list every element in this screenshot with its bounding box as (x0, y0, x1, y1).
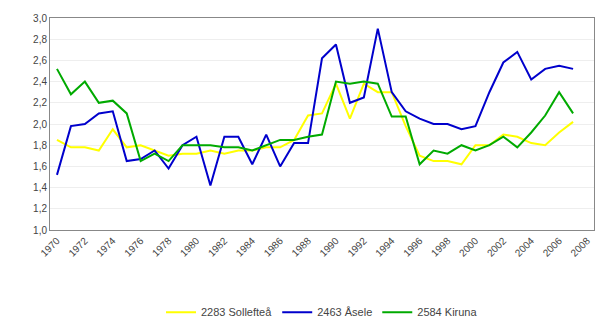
svg-text:1994: 1994 (373, 235, 397, 259)
svg-text:1,4: 1,4 (33, 182, 47, 193)
svg-text:1976: 1976 (122, 235, 146, 259)
svg-text:1988: 1988 (289, 235, 313, 259)
svg-text:2,6: 2,6 (33, 55, 47, 66)
svg-text:2008: 2008 (568, 235, 592, 259)
svg-text:2584 Kiruna: 2584 Kiruna (417, 306, 477, 318)
svg-text:3,0: 3,0 (33, 13, 47, 24)
svg-text:1,6: 1,6 (33, 161, 47, 172)
svg-text:1980: 1980 (178, 235, 202, 259)
svg-text:2,2: 2,2 (33, 97, 47, 108)
svg-text:1,0: 1,0 (33, 225, 47, 236)
svg-text:1998: 1998 (429, 235, 453, 259)
svg-text:1996: 1996 (401, 235, 425, 259)
svg-text:1992: 1992 (345, 235, 369, 259)
svg-text:2000: 2000 (457, 235, 481, 259)
svg-text:1974: 1974 (94, 235, 118, 259)
svg-text:2283 Sollefteå: 2283 Sollefteå (201, 306, 272, 318)
svg-text:1986: 1986 (262, 235, 286, 259)
svg-text:2463 Åsele: 2463 Åsele (317, 306, 372, 318)
svg-text:2004: 2004 (513, 235, 537, 259)
svg-text:1984: 1984 (234, 235, 258, 259)
svg-text:1978: 1978 (150, 235, 174, 259)
svg-text:1990: 1990 (317, 235, 341, 259)
svg-text:1,2: 1,2 (33, 203, 47, 214)
svg-text:1970: 1970 (38, 235, 62, 259)
svg-text:2,4: 2,4 (33, 76, 47, 87)
svg-text:1,8: 1,8 (33, 140, 47, 151)
svg-text:2006: 2006 (541, 235, 565, 259)
svg-text:2,8: 2,8 (33, 34, 47, 45)
svg-text:2002: 2002 (485, 235, 509, 259)
svg-text:1982: 1982 (206, 235, 230, 259)
svg-text:2,0: 2,0 (33, 119, 47, 130)
svg-text:1972: 1972 (66, 235, 90, 259)
